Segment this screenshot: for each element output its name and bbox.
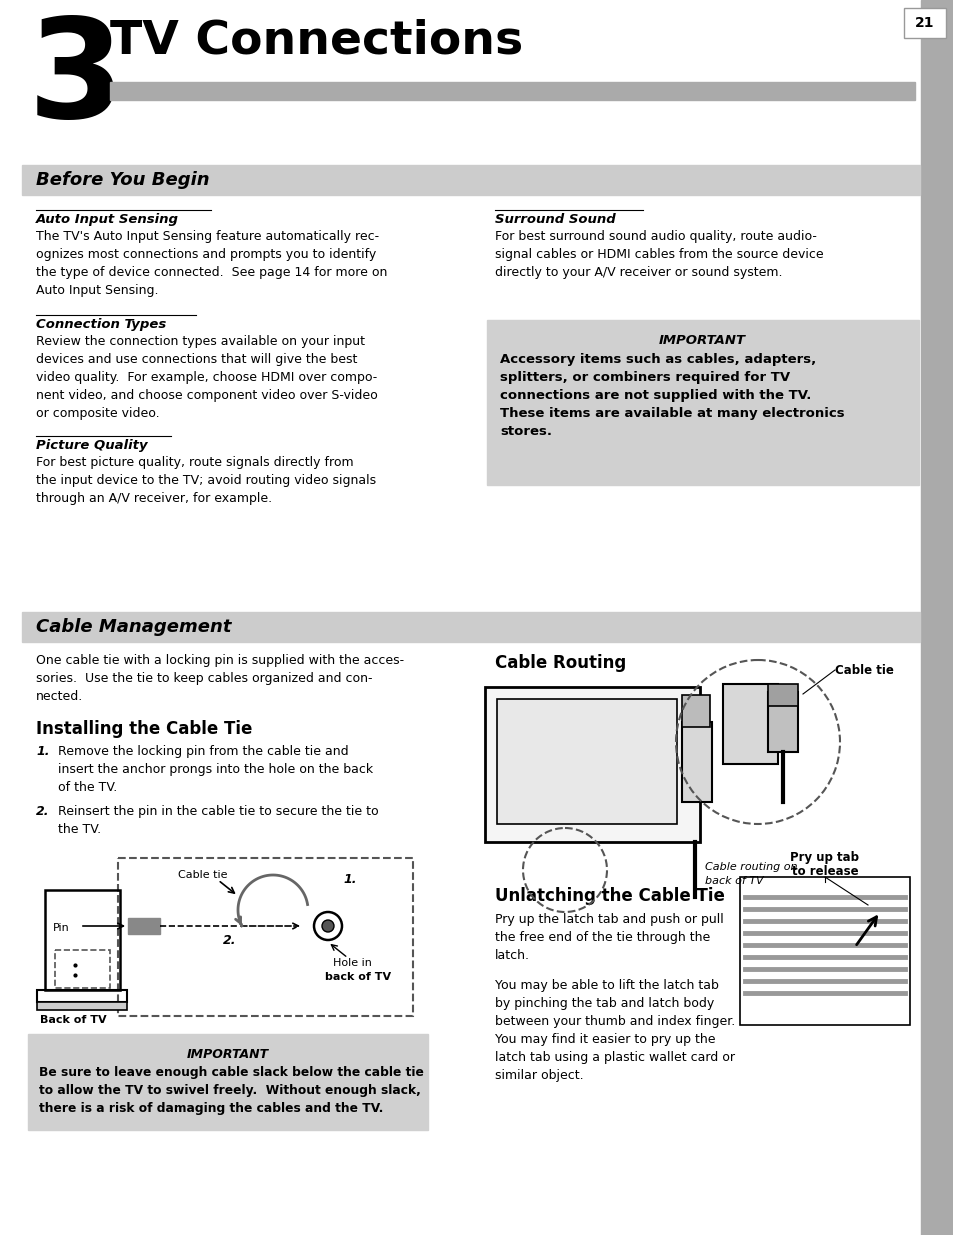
Text: Pry up the latch tab and push or pull
the free end of the tie through the
latch.: Pry up the latch tab and push or pull th… bbox=[495, 913, 723, 962]
Text: TV Connections: TV Connections bbox=[110, 19, 522, 63]
Text: For best picture quality, route signals directly from
the input device to the TV: For best picture quality, route signals … bbox=[36, 456, 375, 505]
Bar bbox=[486, 320, 918, 485]
Text: Auto Input Sensing: Auto Input Sensing bbox=[36, 212, 179, 226]
Text: Review the connection types available on your input
devices and use connections : Review the connection types available on… bbox=[36, 335, 377, 420]
Text: Installing the Cable Tie: Installing the Cable Tie bbox=[36, 720, 253, 739]
Text: 1.: 1. bbox=[36, 745, 50, 758]
Text: You may be able to lift the latch tab
by pinching the tab and latch body
between: You may be able to lift the latch tab by… bbox=[495, 979, 735, 1082]
Text: 1.: 1. bbox=[343, 873, 356, 885]
Text: Surround Sound: Surround Sound bbox=[495, 212, 615, 226]
Bar bbox=[920, 0, 953, 1235]
Bar bbox=[681, 722, 711, 802]
Bar bbox=[22, 165, 919, 195]
Bar bbox=[128, 918, 160, 934]
Text: Cable tie: Cable tie bbox=[834, 664, 893, 677]
Bar bbox=[37, 1002, 127, 1010]
Text: to release: to release bbox=[791, 864, 858, 878]
Text: Hole in: Hole in bbox=[333, 958, 372, 968]
Text: Pry up tab: Pry up tab bbox=[790, 851, 859, 864]
Bar bbox=[767, 692, 797, 752]
Text: Pin: Pin bbox=[53, 923, 70, 932]
Bar bbox=[22, 613, 919, 642]
Text: IMPORTANT: IMPORTANT bbox=[187, 1049, 269, 1061]
Bar bbox=[740, 877, 909, 1025]
Text: 2.: 2. bbox=[36, 805, 50, 818]
Text: IMPORTANT: IMPORTANT bbox=[658, 333, 744, 347]
Text: Cable tie: Cable tie bbox=[178, 869, 227, 881]
Circle shape bbox=[322, 920, 334, 932]
Text: Cable Management: Cable Management bbox=[36, 618, 232, 636]
Bar bbox=[55, 950, 110, 988]
Bar bbox=[722, 684, 778, 764]
Bar bbox=[45, 890, 120, 990]
Text: Before You Begin: Before You Begin bbox=[36, 170, 210, 189]
Bar bbox=[484, 687, 700, 842]
Bar bbox=[37, 990, 127, 1002]
Text: 21: 21 bbox=[914, 16, 934, 30]
Text: Accessory items such as cables, adapters,
splitters, or combiners required for T: Accessory items such as cables, adapters… bbox=[499, 353, 843, 438]
Bar bbox=[497, 699, 677, 824]
Text: For best surround sound audio quality, route audio-
signal cables or HDMI cables: For best surround sound audio quality, r… bbox=[495, 230, 822, 279]
Bar bbox=[110, 82, 914, 100]
Text: back of TV: back of TV bbox=[325, 972, 391, 982]
Text: Connection Types: Connection Types bbox=[36, 317, 166, 331]
Bar bbox=[681, 695, 709, 727]
Text: 2.: 2. bbox=[223, 934, 236, 947]
Text: The TV's Auto Input Sensing feature automatically rec-
ognizes most connections : The TV's Auto Input Sensing feature auto… bbox=[36, 230, 387, 296]
Bar bbox=[767, 684, 797, 706]
Text: Reinsert the pin in the cable tie to secure the tie to
the TV.: Reinsert the pin in the cable tie to sec… bbox=[58, 805, 378, 836]
Text: Cable Routing: Cable Routing bbox=[495, 655, 625, 672]
Bar bbox=[28, 1034, 428, 1130]
Text: Picture Quality: Picture Quality bbox=[36, 438, 148, 452]
Text: 3: 3 bbox=[28, 12, 125, 147]
Text: One cable tie with a locking pin is supplied with the acces-
sories.  Use the ti: One cable tie with a locking pin is supp… bbox=[36, 655, 404, 703]
Text: Be sure to leave enough cable slack below the cable tie
to allow the TV to swive: Be sure to leave enough cable slack belo… bbox=[39, 1066, 423, 1115]
Text: Unlatching the Cable Tie: Unlatching the Cable Tie bbox=[495, 887, 724, 905]
Text: Cable routing on: Cable routing on bbox=[704, 862, 797, 872]
Text: back of TV: back of TV bbox=[704, 876, 762, 885]
Text: Remove the locking pin from the cable tie and
insert the anchor prongs into the : Remove the locking pin from the cable ti… bbox=[58, 745, 373, 794]
Text: Back of TV: Back of TV bbox=[40, 1015, 107, 1025]
Bar bbox=[118, 858, 413, 1016]
Bar bbox=[903, 7, 945, 38]
